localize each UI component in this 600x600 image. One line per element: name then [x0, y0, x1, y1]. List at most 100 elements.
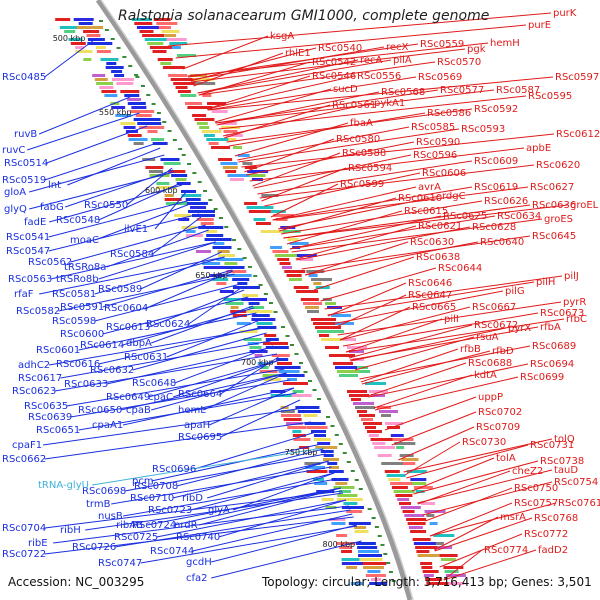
gene-label-pykA1: pykA1: [374, 98, 405, 109]
minor-tick: [326, 416, 330, 418]
callout-line: [367, 362, 467, 397]
reverse-feature: [412, 538, 431, 541]
forward-feature: [101, 90, 117, 93]
reverse-feature: [403, 462, 416, 465]
minor-tick: [247, 266, 252, 268]
callout-line: [65, 169, 174, 208]
callout-line: [333, 294, 407, 329]
forward-feature: [127, 134, 142, 137]
reverse-feature: [374, 446, 396, 449]
reverse-feature: [171, 46, 181, 49]
gene-label-RSc0615: RSc0615: [404, 206, 448, 217]
callout-line: [272, 186, 529, 221]
gene-label-RSc0547: RSc0547: [6, 246, 50, 257]
reverse-feature: [206, 138, 233, 141]
gene-label-moaC: moaC: [70, 235, 99, 246]
gene-label-RSc0747: RSc0747: [98, 558, 142, 569]
reverse-feature: [201, 130, 222, 133]
callout-line: [106, 229, 209, 268]
callout-line: [391, 411, 477, 446]
gene-label-apbE: apbE: [526, 143, 551, 154]
scale-ticks: 500 kbp 550 kbp 600 kbp 650 kbp 700 kbp 750 k…: [53, 20, 396, 582]
gene-label-RSc0724: RSc0724: [132, 520, 176, 531]
gene-label-glyQ: glyQ: [4, 204, 27, 215]
gene-label-RSc0601: RSc0601: [36, 345, 80, 356]
gene-label-RSc0672: RSc0672: [474, 320, 518, 331]
forward-feature: [156, 186, 177, 189]
reverse-feature: [399, 502, 411, 505]
callout-line: [152, 216, 202, 255]
gene-label-pyrX: pyrX: [508, 323, 531, 334]
callout-line: [406, 444, 529, 479]
forward-feature: [224, 262, 238, 265]
gene-label-RSc0559: RSc0559: [420, 39, 464, 50]
reverse-feature: [359, 370, 370, 373]
callout-line: [226, 108, 473, 143]
reverse-feature: [249, 174, 266, 177]
reverse-feature: [423, 574, 434, 577]
forward-feature: [106, 62, 117, 65]
gene-label-purE: purE: [528, 20, 551, 31]
forward-feature: [369, 582, 388, 585]
forward-feature: [251, 318, 276, 321]
minor-tick: [388, 571, 393, 573]
reverse-feature: [365, 382, 386, 385]
gene-label-tRNA-glyU: tRNA-glyU: [38, 480, 89, 491]
reverse-feature: [359, 414, 375, 417]
forward-feature: [240, 298, 268, 301]
callout-line: [27, 112, 140, 151]
reverse-feature: [261, 194, 279, 197]
callout-line: [349, 326, 539, 361]
gene-label-RSc0621: RSc0621: [418, 221, 462, 232]
callout-line: [259, 164, 535, 199]
callout-line: [270, 183, 339, 218]
forward-feature: [96, 82, 114, 85]
gene-label-ribE: ribE: [28, 538, 48, 549]
gene-label-RSc0708: RSc0708: [134, 481, 178, 492]
forward-feature: [357, 546, 378, 549]
forward-feature: [313, 478, 325, 481]
callout-line: [224, 104, 331, 139]
forward-feature: [297, 410, 321, 413]
callout-line: [151, 305, 254, 344]
forward-feature: [285, 422, 303, 425]
reverse-feature: [147, 42, 164, 45]
forward-feature: [263, 342, 288, 345]
gene-label-RSc0610: RSc0610: [398, 193, 442, 204]
reverse-feature: [153, 18, 171, 21]
forward-feature: [313, 438, 331, 441]
forward-feature: [75, 50, 93, 53]
reverse-feature: [381, 462, 409, 465]
callout-line: [106, 346, 274, 385]
gene-label-ilvE1: ilvE1: [124, 224, 148, 235]
reverse-feature: [247, 170, 269, 173]
reverse-feature: [339, 374, 358, 377]
forward-feature: [283, 418, 302, 421]
minor-tick: [391, 580, 396, 582]
forward-feature: [371, 578, 382, 581]
gene-label-RSc0581: RSc0581: [52, 289, 96, 300]
forward-feature: [137, 122, 162, 125]
forward-feature: [70, 42, 86, 45]
gene-label-RSc0740: RSc0740: [176, 532, 220, 543]
gene-label-RSc0768: RSc0768: [534, 513, 578, 524]
forward-feature: [325, 506, 337, 509]
minor-tick: [237, 248, 242, 250]
minor-tick: [269, 302, 273, 304]
forward-feature: [331, 522, 346, 525]
forward-feature: [78, 22, 93, 25]
gene-label-RSc0704: RSc0704: [2, 523, 46, 534]
forward-feature: [204, 238, 232, 241]
forward-feature: [131, 106, 147, 109]
gene-label-RSc0568: RSc0568: [381, 87, 425, 98]
reverse-feature: [386, 474, 406, 477]
length-value: 3,716,413 bp: [423, 575, 504, 589]
forward-feature: [327, 462, 338, 465]
forward-feature: [249, 306, 264, 309]
gene-label-cheZ2: cheZ2: [512, 466, 543, 477]
forward-feature: [341, 550, 353, 553]
reverse-feature: [192, 78, 214, 81]
reverse-feature: [393, 490, 415, 493]
callout-line: [296, 226, 471, 261]
callout-line: [39, 96, 131, 135]
